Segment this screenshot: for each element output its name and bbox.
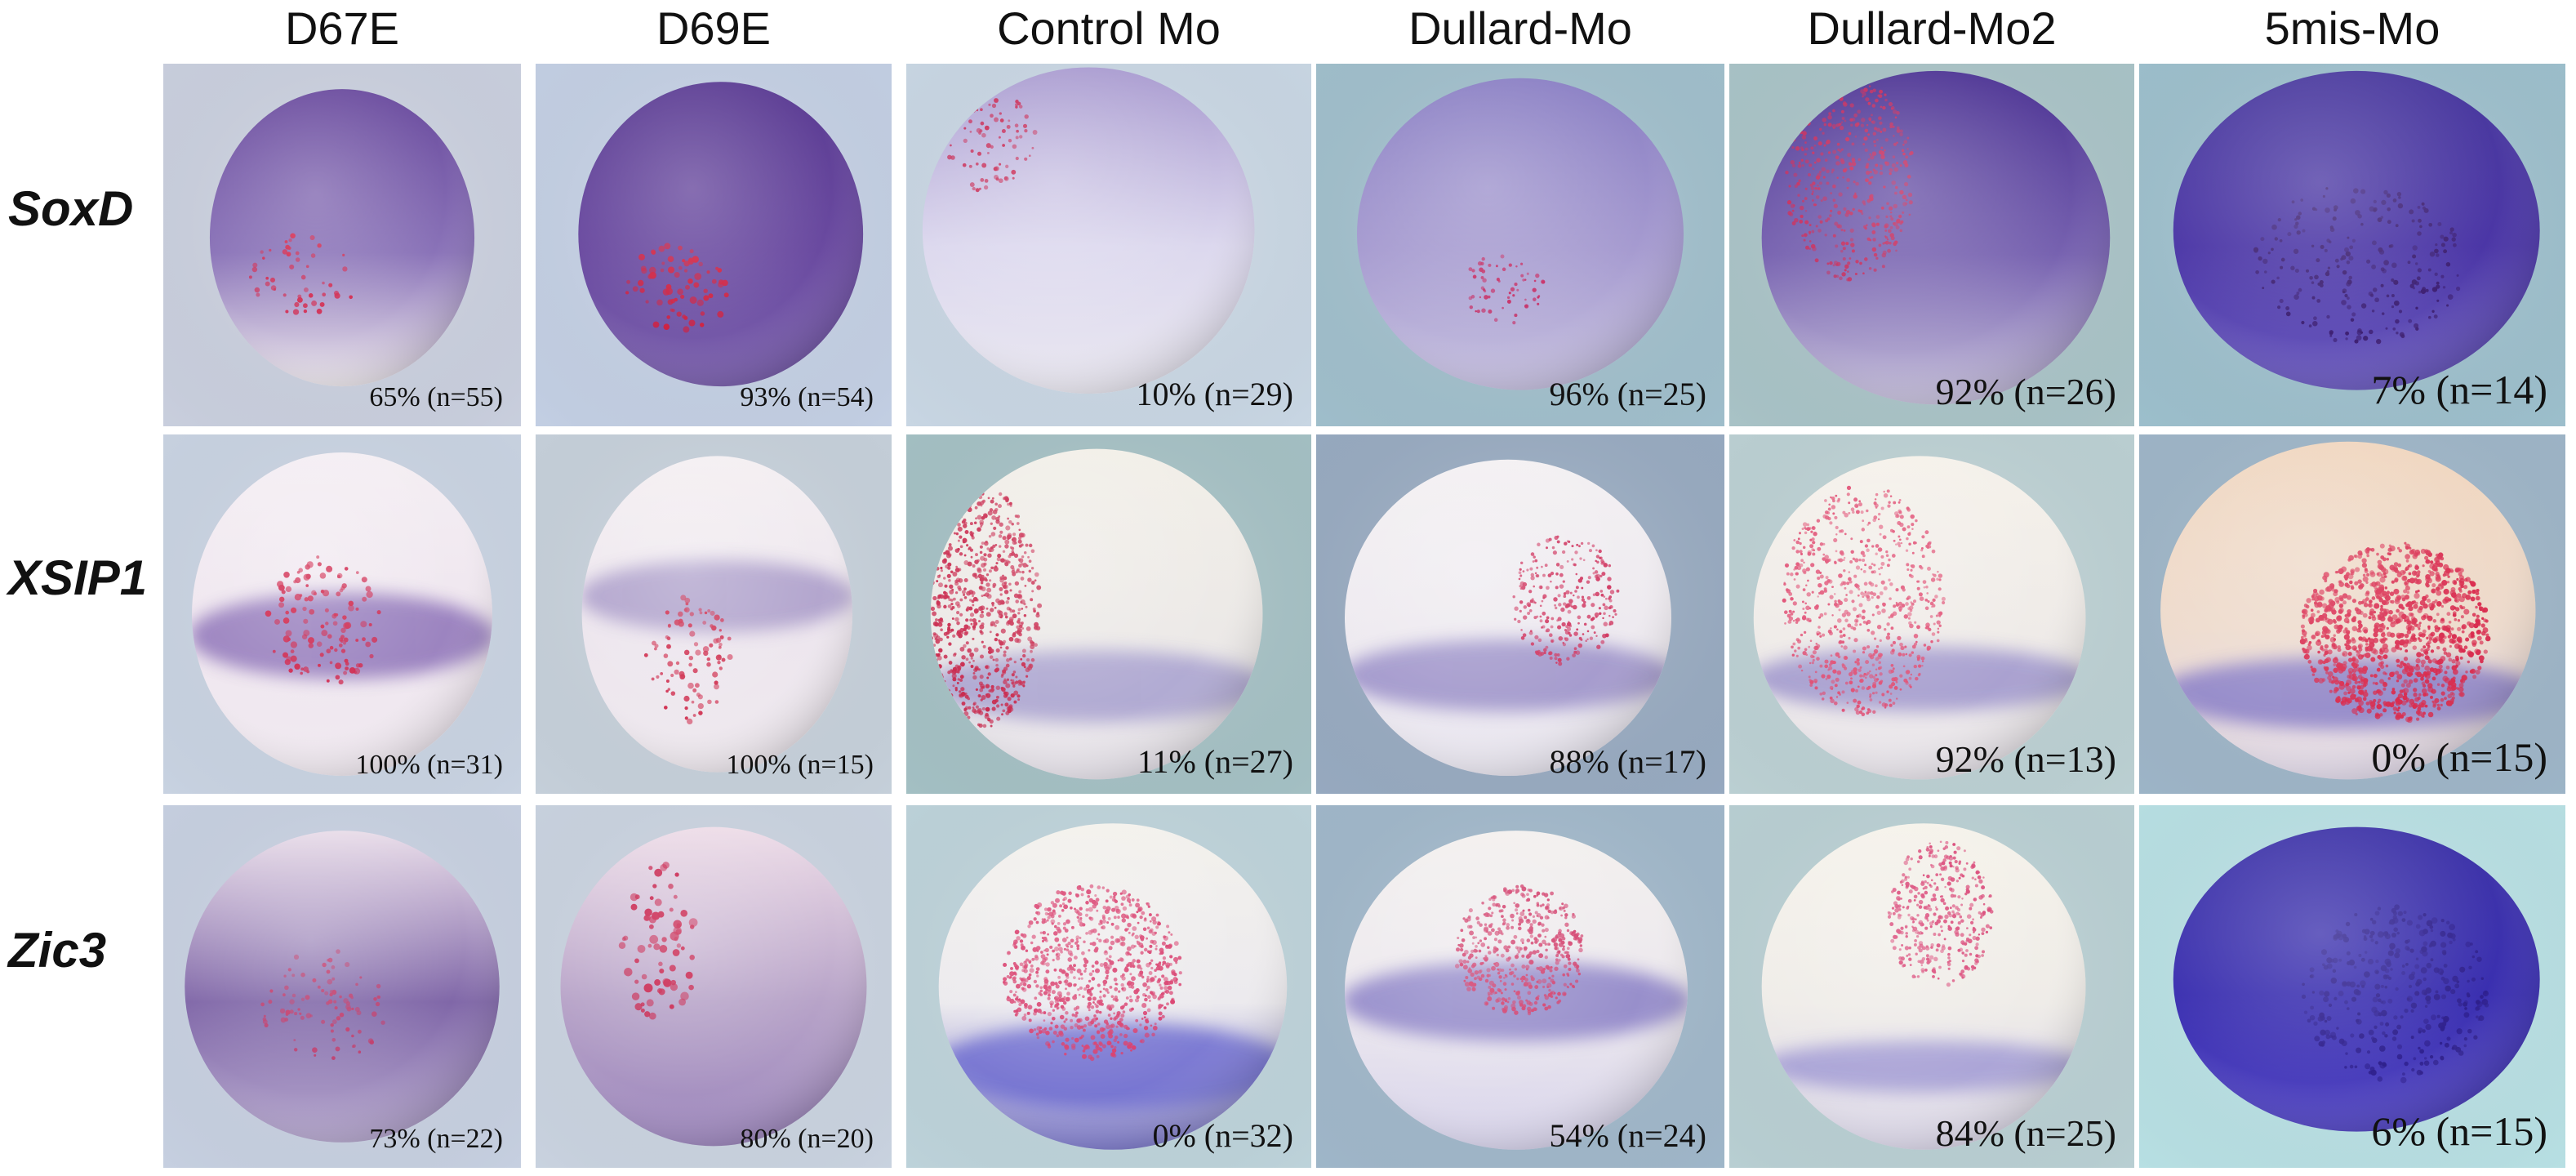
column-header-5mis-mo: 5mis-Mo	[2264, 2, 2440, 54]
embryo-photo	[163, 805, 521, 1168]
column-header-d69e: D69E	[656, 2, 772, 54]
embryo-panel-zic3-d69e: 80% (n=20)	[536, 805, 892, 1168]
embryo-panel-soxd-5mis-mo: 7% (n=14)	[2139, 64, 2565, 426]
column-header-dullard-mo: Dullard-Mo	[1408, 2, 1632, 54]
embryo-photo	[1729, 64, 2134, 426]
percentage-label: 10% (n=29)	[1136, 376, 1293, 412]
percentage-label: 73% (n=22)	[369, 1124, 503, 1154]
percentage-label: 92% (n=13)	[1935, 738, 2116, 780]
embryo-photo	[1316, 434, 1724, 794]
embryo-photo	[1316, 805, 1724, 1168]
embryo-photo	[906, 805, 1311, 1168]
percentage-label: 0% (n=32)	[1152, 1117, 1293, 1154]
embryo-photo	[536, 805, 892, 1168]
percentage-label: 6% (n=15)	[2371, 1108, 2547, 1154]
column-header-control-mo: Control Mo	[997, 2, 1221, 54]
percentage-label: 65% (n=55)	[369, 382, 503, 412]
embryo-panel-xsip1-dullard-mo2: 92% (n=13)	[1729, 434, 2134, 794]
percentage-label: 7% (n=14)	[2371, 367, 2547, 412]
embryo-photo	[1729, 805, 2134, 1168]
embryo-panel-soxd-dullard-mo2: 92% (n=26)	[1729, 64, 2134, 426]
percentage-label: 0% (n=15)	[2371, 734, 2547, 780]
embryo-photo	[2139, 805, 2565, 1168]
embryo-photo	[2139, 64, 2565, 426]
embryo-photo	[536, 64, 892, 426]
column-header-dullard-mo2: Dullard-Mo2	[1807, 2, 2057, 54]
embryo-panel-soxd-dullard-mo: 96% (n=25)	[1316, 64, 1724, 426]
embryo-photo	[2139, 434, 2565, 794]
percentage-label: 54% (n=24)	[1549, 1117, 1706, 1154]
percentage-label: 88% (n=17)	[1549, 743, 1706, 780]
percentage-label: 93% (n=54)	[740, 382, 874, 412]
embryo-photo	[906, 434, 1311, 794]
row-label-zic3: Zic3	[8, 922, 107, 978]
embryo-panel-xsip1-control-mo: 11% (n=27)	[906, 434, 1311, 794]
embryo-photo	[1316, 64, 1724, 426]
column-header-d67e: D67E	[284, 2, 400, 54]
percentage-label: 100% (n=15)	[726, 750, 874, 780]
percentage-label: 100% (n=31)	[355, 750, 503, 780]
embryo-photo	[163, 434, 521, 794]
percentage-label: 84% (n=25)	[1935, 1112, 2116, 1154]
embryo-panel-xsip1-d69e: 100% (n=15)	[536, 434, 892, 794]
embryo-panel-zic3-dullard-mo: 54% (n=24)	[1316, 805, 1724, 1168]
embryo-panel-soxd-control-mo: 10% (n=29)	[906, 64, 1311, 426]
embryo-photo	[1729, 434, 2134, 794]
row-label-soxd: SoxD	[8, 180, 134, 236]
embryo-photo	[906, 64, 1311, 426]
embryo-panel-zic3-control-mo: 0% (n=32)	[906, 805, 1311, 1168]
embryo-panel-xsip1-d67e: 100% (n=31)	[163, 434, 521, 794]
embryo-photo	[536, 434, 892, 794]
embryo-panel-soxd-d67e: 65% (n=55)	[163, 64, 521, 426]
percentage-label: 80% (n=20)	[740, 1124, 874, 1154]
row-label-xsip1: XSIP1	[8, 550, 148, 605]
percentage-label: 96% (n=25)	[1549, 376, 1706, 412]
embryo-panel-soxd-d69e: 93% (n=54)	[536, 64, 892, 426]
embryo-panel-xsip1-dullard-mo: 88% (n=17)	[1316, 434, 1724, 794]
embryo-panel-xsip1-5mis-mo: 0% (n=15)	[2139, 434, 2565, 794]
embryo-panel-zic3-d67e: 73% (n=22)	[163, 805, 521, 1168]
embryo-photo	[163, 64, 521, 426]
embryo-panel-zic3-5mis-mo: 6% (n=15)	[2139, 805, 2565, 1168]
percentage-label: 92% (n=26)	[1935, 371, 2116, 412]
percentage-label: 11% (n=27)	[1137, 743, 1293, 780]
embryo-panel-zic3-dullard-mo2: 84% (n=25)	[1729, 805, 2134, 1168]
